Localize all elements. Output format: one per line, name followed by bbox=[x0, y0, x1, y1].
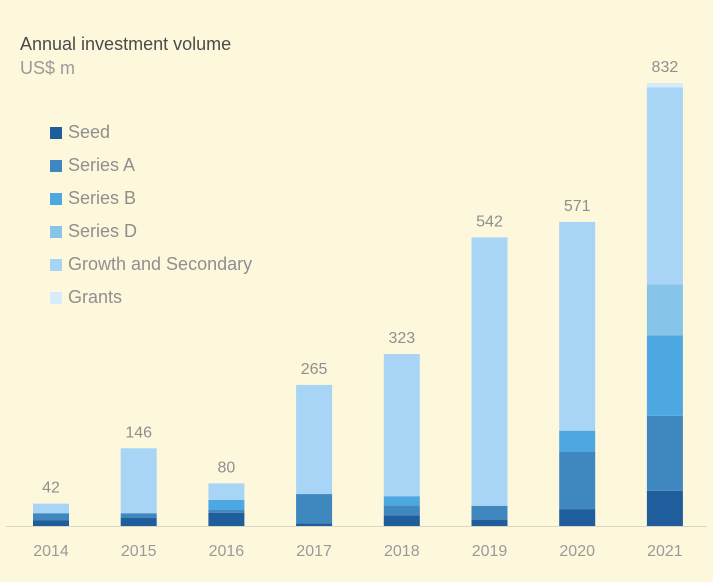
bar-segment bbox=[208, 499, 245, 511]
bar-segment bbox=[559, 509, 596, 526]
x-tick-label: 2016 bbox=[209, 543, 245, 560]
bar-segment bbox=[471, 519, 508, 526]
x-tick-label: 2021 bbox=[647, 543, 683, 560]
x-tick-label: 2015 bbox=[121, 543, 157, 560]
legend-label: Series B bbox=[68, 188, 137, 208]
x-tick-label: 2019 bbox=[472, 543, 508, 560]
legend-item-series-a: Series A bbox=[50, 149, 252, 182]
bar-segment bbox=[559, 451, 596, 510]
bar-segment bbox=[646, 284, 683, 336]
bar-segment bbox=[471, 237, 508, 506]
bar-total-label: 832 bbox=[652, 59, 679, 76]
legend-swatch bbox=[50, 225, 62, 238]
legend-label: Series A bbox=[68, 155, 136, 175]
bar-total-label: 146 bbox=[125, 424, 152, 441]
legend-label: Seed bbox=[68, 122, 111, 142]
bar-segment bbox=[33, 513, 69, 521]
legend-swatch bbox=[50, 258, 62, 271]
bar-segment bbox=[646, 415, 683, 491]
x-tick-label: 2014 bbox=[33, 543, 69, 560]
bar-total-label: 323 bbox=[388, 330, 415, 347]
bar-segment bbox=[559, 221, 596, 431]
bar-total-label: 542 bbox=[476, 213, 503, 230]
legend-item-series-b: Series B bbox=[50, 182, 252, 215]
bar-segment bbox=[208, 483, 245, 500]
bar-total-label: 571 bbox=[564, 198, 591, 215]
x-tick-label: 2017 bbox=[296, 543, 332, 560]
bar-segment bbox=[646, 83, 683, 88]
bar-segment bbox=[296, 494, 333, 524]
chart-unit-label: US$ m bbox=[20, 58, 76, 78]
legend-swatch bbox=[50, 192, 62, 205]
bar-segment bbox=[383, 354, 420, 497]
legend-item-series-d: Series D bbox=[50, 215, 252, 248]
bar-segment bbox=[559, 430, 596, 452]
bar-segment bbox=[646, 87, 683, 285]
bar-segment bbox=[120, 518, 157, 526]
legend-swatch bbox=[50, 159, 62, 172]
bar-segment bbox=[208, 510, 245, 513]
legend-item-seed: Seed bbox=[50, 116, 252, 149]
legend-swatch bbox=[50, 126, 62, 139]
bar-total-label: 80 bbox=[218, 459, 236, 476]
bar-segment bbox=[296, 384, 333, 495]
bar-total-label: 265 bbox=[301, 361, 328, 378]
x-tick-label: 2020 bbox=[559, 543, 595, 560]
bar-segment bbox=[120, 513, 157, 519]
legend-swatch bbox=[50, 291, 62, 304]
bar-segment bbox=[646, 335, 683, 416]
bar-segment bbox=[471, 505, 508, 520]
legend-label: Growth and Secondary bbox=[68, 254, 253, 274]
bar-segment bbox=[120, 448, 157, 514]
legend-item-growth-secondary: Growth and Secondary bbox=[50, 248, 252, 281]
bar-segment bbox=[646, 490, 683, 526]
bar-total-label: 42 bbox=[42, 480, 60, 497]
bar-segment bbox=[296, 523, 333, 526]
bar-segment bbox=[383, 496, 420, 506]
chart-legend: Seed Series A Series B Series D Growth a… bbox=[50, 116, 252, 314]
bar-segment bbox=[33, 520, 69, 526]
chart-title: Annual investment volume bbox=[20, 34, 232, 54]
legend-label: Series D bbox=[68, 221, 138, 241]
legend-label: Grants bbox=[68, 287, 123, 307]
bar-segment bbox=[383, 515, 420, 526]
bar-segment bbox=[383, 505, 420, 516]
bar-segment bbox=[33, 503, 69, 514]
legend-item-grants: Grants bbox=[50, 281, 252, 314]
x-tick-label: 2018 bbox=[384, 543, 420, 560]
bar-segment bbox=[208, 512, 245, 526]
